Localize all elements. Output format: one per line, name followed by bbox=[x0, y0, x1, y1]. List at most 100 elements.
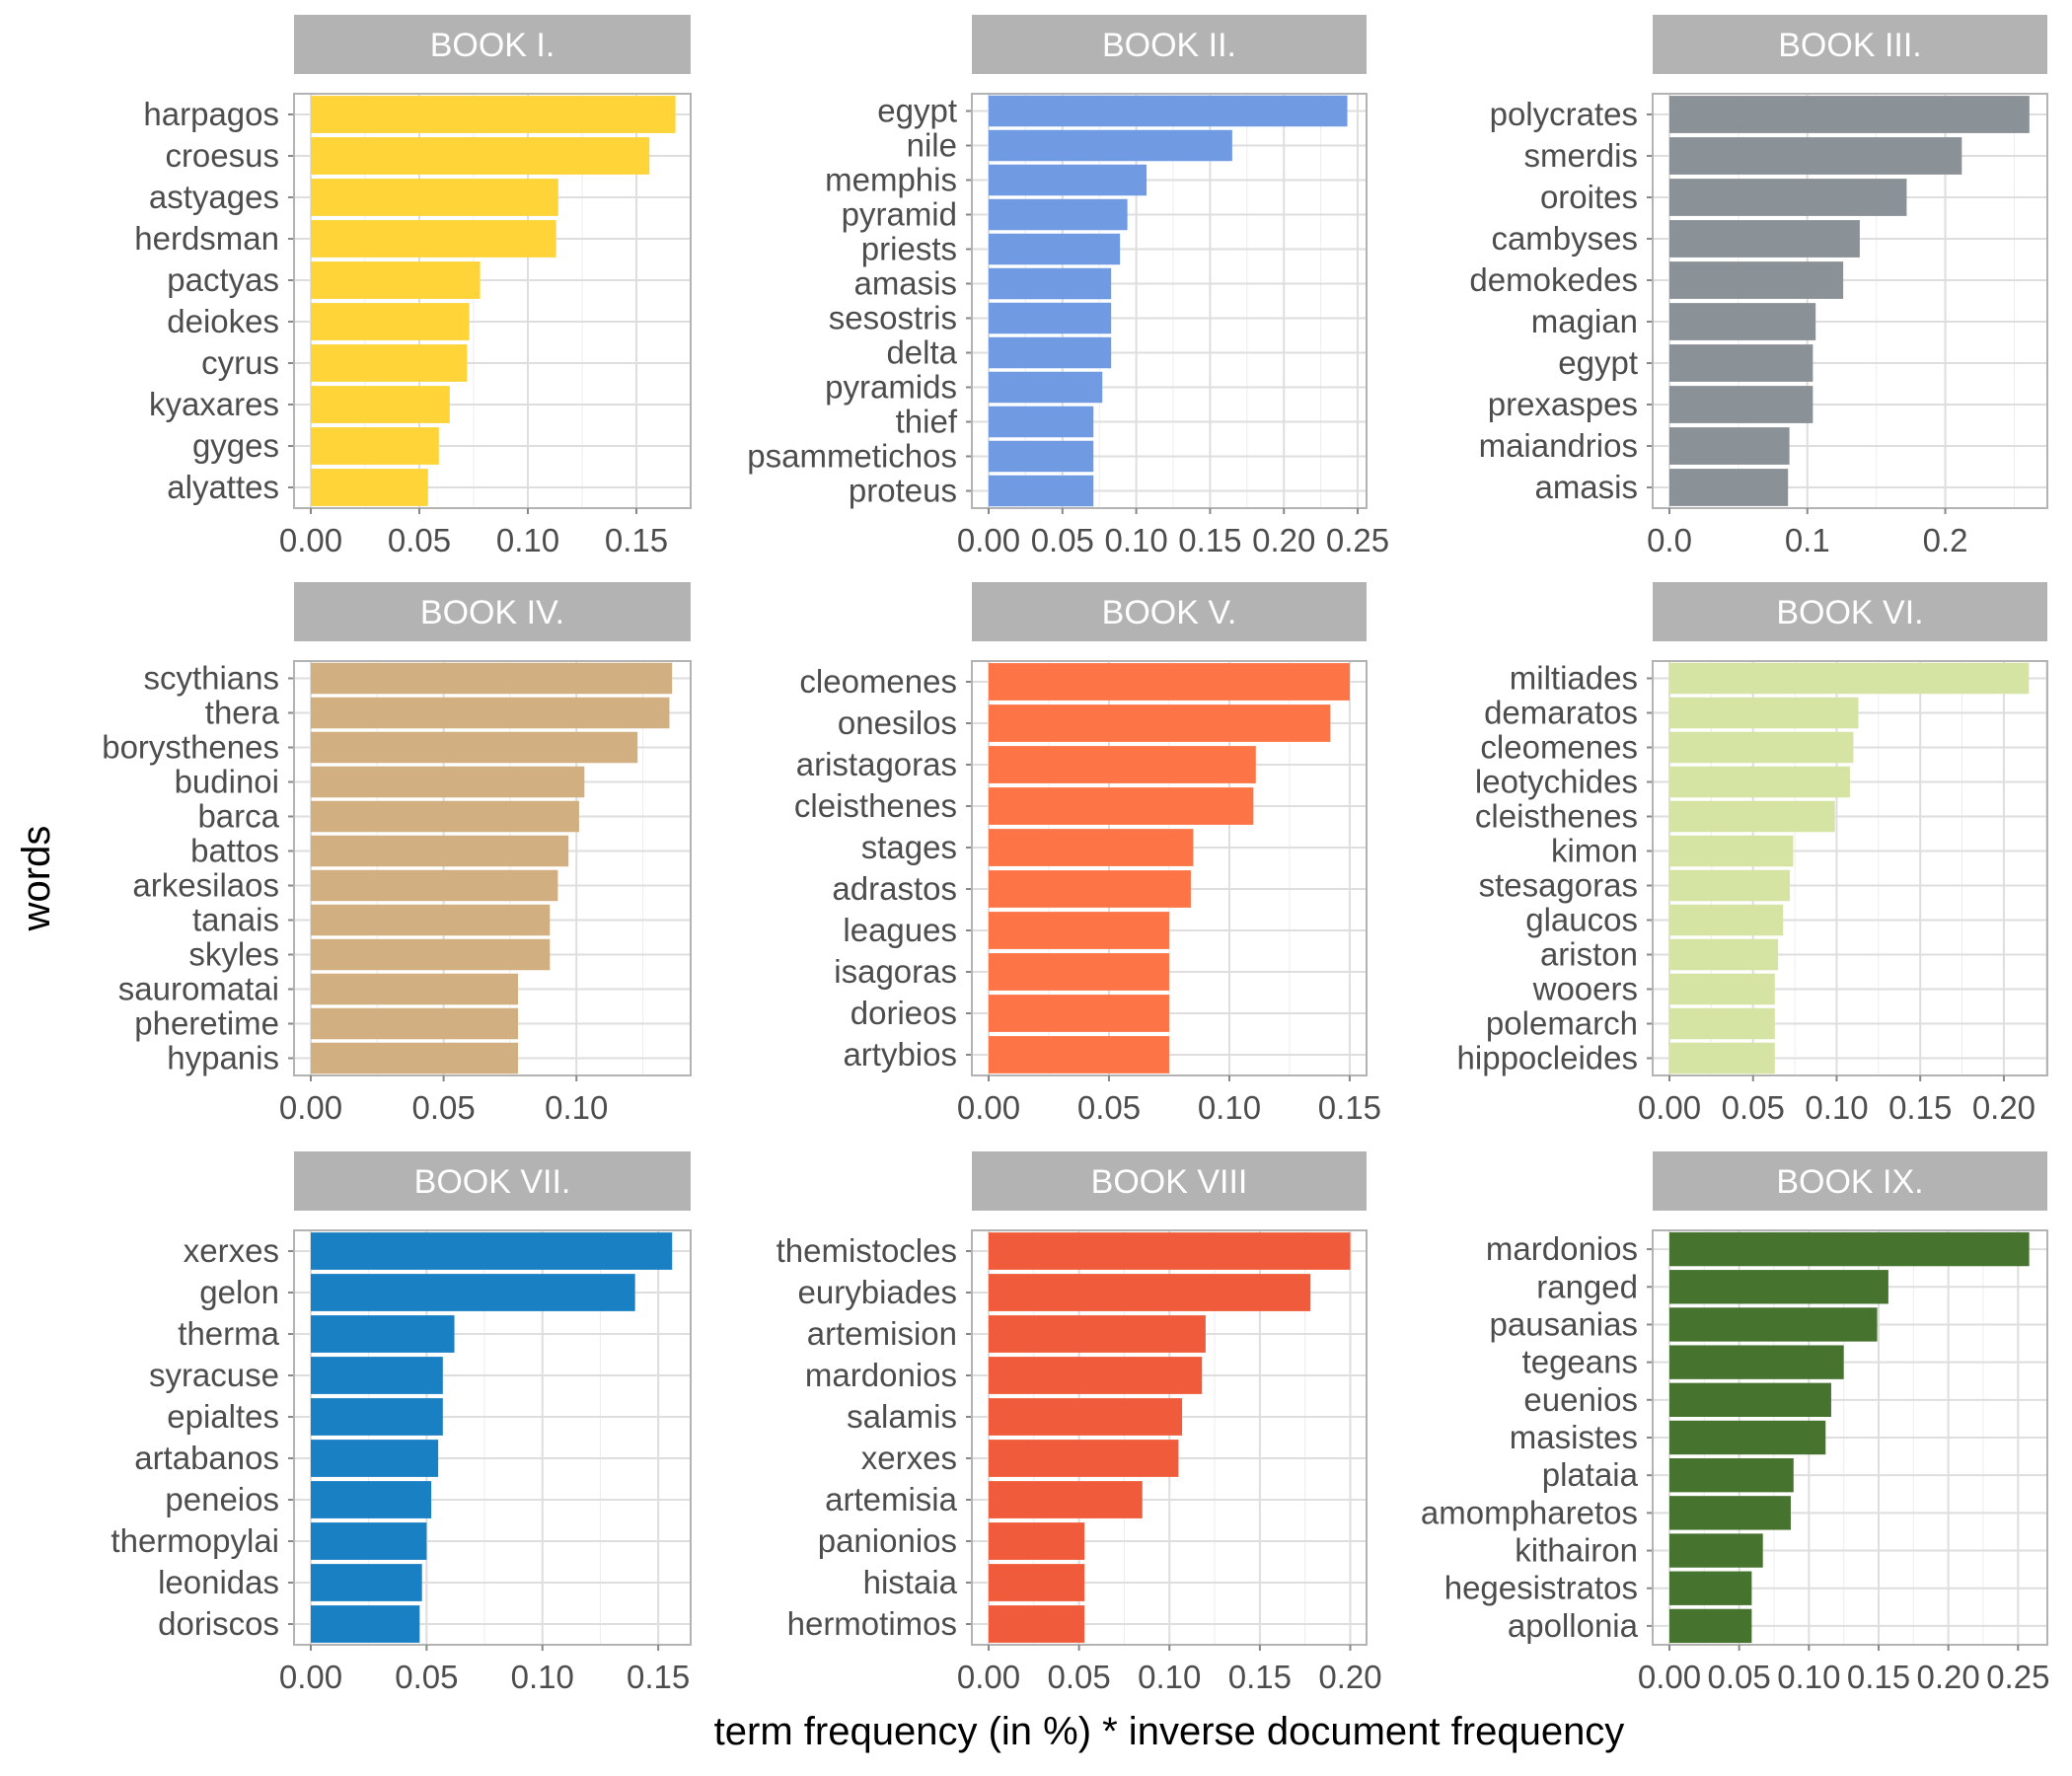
x-tick-label: 0.20 bbox=[1318, 1659, 1381, 1695]
x-tick-label: 0.20 bbox=[1972, 1089, 2035, 1126]
bar bbox=[1669, 1608, 1752, 1644]
bar bbox=[989, 1440, 1179, 1477]
category-label: harpagos bbox=[143, 96, 279, 132]
bar bbox=[989, 475, 1094, 507]
x-tick-label: 0.10 bbox=[1198, 1089, 1261, 1126]
x-tick-label: 0.00 bbox=[1638, 1659, 1701, 1695]
category-label: euenios bbox=[1523, 1381, 1638, 1418]
bar bbox=[311, 137, 650, 175]
bar bbox=[311, 220, 556, 258]
bar bbox=[989, 1398, 1183, 1436]
category-label: ranged bbox=[1536, 1268, 1638, 1304]
bar bbox=[1669, 427, 1790, 465]
bar bbox=[311, 800, 579, 833]
category-label: cleomenes bbox=[799, 663, 957, 700]
category-label: apollonia bbox=[1508, 1607, 1639, 1644]
bar bbox=[311, 1564, 422, 1601]
x-tick-label: 0.00 bbox=[957, 522, 1020, 558]
facet-title: BOOK VII. bbox=[414, 1163, 571, 1201]
category-label: pyramid bbox=[842, 196, 957, 233]
category-label: demaratos bbox=[1484, 695, 1638, 731]
bar bbox=[989, 870, 1191, 908]
x-tick-label: 0.0 bbox=[1647, 522, 1692, 558]
x-tick-label: 0.15 bbox=[1318, 1089, 1381, 1126]
x-tick-label: 0.05 bbox=[1708, 1659, 1771, 1695]
category-label: battos bbox=[190, 833, 279, 869]
category-label: wooers bbox=[1532, 971, 1638, 1007]
category-label: amasis bbox=[853, 265, 957, 302]
bar bbox=[311, 697, 670, 729]
bar bbox=[989, 233, 1121, 265]
category-label: skyles bbox=[188, 936, 279, 973]
bar bbox=[311, 303, 470, 340]
bar bbox=[989, 1357, 1203, 1394]
category-label: demokedes bbox=[1469, 261, 1638, 298]
bar bbox=[1669, 261, 1844, 299]
bar bbox=[1669, 835, 1794, 867]
category-label: cleomenes bbox=[1480, 729, 1638, 766]
category-label: leonidas bbox=[158, 1564, 279, 1600]
facet-title: BOOK II. bbox=[1102, 27, 1236, 64]
category-label: onesilos bbox=[838, 704, 957, 741]
category-label: leagues bbox=[843, 912, 957, 948]
bar bbox=[989, 302, 1112, 334]
category-label: kyaxares bbox=[149, 386, 279, 422]
bar bbox=[989, 663, 1350, 701]
category-label: mardonios bbox=[805, 1357, 957, 1393]
x-tick-label: 0.10 bbox=[1805, 1089, 1868, 1126]
bar bbox=[1669, 386, 1813, 423]
bar bbox=[989, 198, 1128, 231]
facet-title: BOOK III. bbox=[1778, 27, 1921, 64]
bar bbox=[311, 938, 551, 971]
bar bbox=[1669, 938, 1779, 971]
category-label: pactyas bbox=[167, 261, 279, 298]
facet-panel: BOOK VIII themistocles eurybiades artemisio… bbox=[777, 1151, 1382, 1695]
facet-strip bbox=[972, 582, 1367, 641]
bar bbox=[1669, 1496, 1791, 1530]
bar bbox=[311, 1481, 432, 1518]
category-label: prexaspes bbox=[1488, 386, 1638, 422]
bar bbox=[311, 427, 439, 465]
category-label: delta bbox=[886, 334, 957, 371]
bar bbox=[989, 164, 1147, 196]
bar bbox=[1669, 1382, 1831, 1417]
bar bbox=[311, 973, 518, 1005]
category-label: smerdis bbox=[1523, 137, 1638, 174]
category-label: isagoras bbox=[834, 953, 957, 990]
category-label: cyrus bbox=[201, 344, 279, 381]
category-label: oroites bbox=[1540, 179, 1638, 215]
facet-panel: BOOK V. cleomenes onesilos aristagoras cleis… bbox=[794, 582, 1381, 1126]
bar bbox=[1669, 731, 1854, 764]
category-label: thera bbox=[205, 695, 280, 731]
category-label: peneios bbox=[165, 1481, 279, 1517]
facet-strip bbox=[1653, 582, 2047, 641]
bar bbox=[989, 406, 1094, 438]
bar bbox=[1669, 1042, 1775, 1074]
x-tick-label: 0.05 bbox=[1031, 522, 1094, 558]
bar bbox=[311, 1605, 420, 1643]
bar bbox=[1669, 1345, 1844, 1379]
bar bbox=[311, 386, 450, 423]
bar bbox=[311, 904, 551, 936]
facet-panel: BOOK I. harpagos croesus astyages herdsman pa… bbox=[134, 15, 692, 558]
category-label: memphis bbox=[825, 162, 957, 198]
facet-panels: BOOK I. harpagos croesus astyages herdsman pa… bbox=[102, 15, 2049, 1695]
panel-border bbox=[293, 660, 692, 1076]
panel-background bbox=[972, 94, 1367, 508]
bar bbox=[989, 440, 1094, 473]
bar bbox=[1669, 1420, 1826, 1455]
facet-panel: BOOK II. egyptnilememphispyramidpriestsam… bbox=[747, 15, 1389, 558]
bar bbox=[989, 746, 1256, 783]
category-label: hypanis bbox=[167, 1040, 279, 1076]
x-tick-label: 0.15 bbox=[1847, 1659, 1910, 1695]
bar bbox=[1669, 869, 1791, 902]
x-tick-label: 0.00 bbox=[1638, 1089, 1701, 1126]
y-axis-title: words bbox=[15, 826, 58, 932]
category-label: stages bbox=[861, 829, 957, 865]
bar bbox=[989, 1605, 1085, 1643]
category-label: maiandrios bbox=[1479, 427, 1638, 464]
x-tick-label: 0.15 bbox=[627, 1659, 690, 1695]
facet-strip bbox=[294, 1151, 691, 1211]
bar bbox=[989, 1315, 1206, 1353]
bar bbox=[311, 766, 585, 798]
